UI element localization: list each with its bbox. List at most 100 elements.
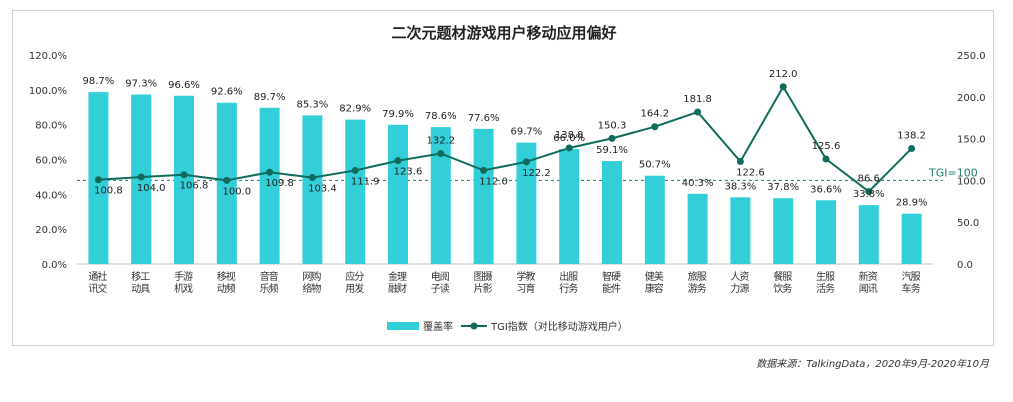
bar <box>602 161 622 264</box>
tgi-point <box>822 155 830 163</box>
bar-value-label: 77.6% <box>468 113 500 124</box>
tgi-value-label: 164.2 <box>640 109 669 120</box>
tgi-point <box>779 83 787 91</box>
y-left-tick-label: 120.0% <box>29 51 67 62</box>
x-tick-label: 健康美容 <box>645 270 664 295</box>
x-tick-label-text: 人力资源 <box>730 271 749 295</box>
bar <box>858 205 879 264</box>
tgi-point <box>351 166 359 174</box>
x-tick-label-text: 手机游戏 <box>174 270 193 295</box>
line-series <box>94 83 916 196</box>
bar <box>644 175 665 264</box>
x-tick-label: 人力资源 <box>730 271 749 295</box>
tgi-value-label: 111.9 <box>351 176 380 187</box>
tgi-point <box>565 144 573 152</box>
x-tick-label-text: 音乐音频 <box>260 270 279 295</box>
y-right-tick-label: 250.0 <box>957 51 986 62</box>
tgi-point <box>865 188 873 196</box>
bar <box>388 124 408 264</box>
tgi-point <box>522 158 530 166</box>
x-tick-label-text: 生活服务 <box>816 270 835 295</box>
tgi-value-label: 122.2 <box>522 168 551 179</box>
bar-value-label: 98.7% <box>83 76 115 87</box>
chart-title: 二次元题材游戏用户移动应用偏好 <box>391 24 616 42</box>
tgi-value-label: 125.6 <box>812 141 841 152</box>
y-left-tick-label: 60.0% <box>35 156 67 167</box>
x-tick-label: 学习教育 <box>516 270 535 295</box>
x-tick-label: 移动工具 <box>131 270 150 295</box>
x-tick-label: 网络购物 <box>302 270 321 295</box>
legend-line-label: TGI指数（对比移动游戏用户） <box>490 320 628 333</box>
bar <box>559 149 580 264</box>
x-tick-label: 手机游戏 <box>174 270 193 295</box>
x-tick-label: 生活服务 <box>816 270 835 295</box>
tgi-value-label: 106.8 <box>180 181 209 192</box>
x-tick-label: 图片摄影 <box>474 270 493 295</box>
bar <box>259 107 280 265</box>
y-left-tick-label: 100.0% <box>29 86 67 97</box>
x-tick-label-text: 移动视频 <box>217 270 236 295</box>
x-tick-label-text: 健康美容 <box>645 270 664 295</box>
x-tick-label: 餐饮服务 <box>773 270 792 295</box>
bar <box>730 197 751 264</box>
x-tick-label: 智能硬件 <box>602 270 621 295</box>
x-tick-label-text: 网络购物 <box>302 270 321 295</box>
y-right-tick-label: 150.0 <box>957 135 986 146</box>
x-tick-label-text: 学习教育 <box>516 270 535 295</box>
x-tick-label: 旅游服务 <box>688 270 707 295</box>
legend-bar-label: 覆盖率 <box>423 320 453 333</box>
bar <box>516 142 537 264</box>
data-labels: 98.7% 97.3% 96.6% 92.6% 89.7% 85.3% 82.9% 79.9%… <box>83 69 928 209</box>
bar-value-label: 33.8% <box>853 189 885 200</box>
x-tick-label-text: 金融理财 <box>388 270 407 295</box>
tgi-value-label: 122.6 <box>736 168 765 179</box>
x-tick-label-text: 通讯社交 <box>88 270 107 295</box>
tgi-point <box>694 108 702 116</box>
x-tick-label: 音乐音频 <box>260 270 279 295</box>
tgi-point <box>308 174 316 182</box>
tgi-point <box>437 149 445 157</box>
bar-value-label: 92.6% <box>211 87 243 98</box>
tgi-point <box>908 144 916 152</box>
y-right-tick-label: 100.0 <box>957 176 986 187</box>
bar <box>687 193 708 264</box>
bar-value-label: 96.6% <box>168 80 200 91</box>
tgi-value-label: 112.0 <box>479 176 508 187</box>
tgi-value-label: 100.8 <box>94 186 123 197</box>
chart-frame: 二次元题材游戏用户移动应用偏好 0.0% 20.0% 40.0% 60.0% 80.0%… <box>12 10 994 346</box>
bar <box>430 127 451 264</box>
y-left-tick-label: 40.0% <box>35 190 67 201</box>
x-tick-label: 应用分发 <box>345 270 364 295</box>
tgi-value-label: 138.8 <box>555 130 584 141</box>
tgi-point <box>223 176 231 184</box>
x-tick-label: 移动视频 <box>217 270 236 295</box>
tgi-value-label: 138.2 <box>897 130 926 141</box>
tgi-point <box>394 157 402 165</box>
bar-value-label: 78.6% <box>425 111 457 122</box>
bar-value-label: 79.9% <box>382 109 414 120</box>
y-left-tick-label: 0.0% <box>42 260 67 271</box>
bar-value-label: 69.7% <box>511 127 543 138</box>
bar-value-label: 97.3% <box>125 79 157 90</box>
tgi-point <box>137 173 145 181</box>
bar <box>302 115 323 264</box>
tgi-point <box>736 158 744 166</box>
combo-chart: 二次元题材游戏用户移动应用偏好 0.0% 20.0% 40.0% 60.0% 80.0%… <box>29 24 986 333</box>
x-tick-label-text: 电子阅读 <box>431 270 450 295</box>
reference-line-label: TGI=100 <box>928 166 978 179</box>
bar <box>901 213 922 264</box>
tgi-point <box>94 176 102 184</box>
bar <box>473 128 494 264</box>
y-right-tick-label: 0.0 <box>957 260 973 271</box>
x-tick-label-text: 出行服务 <box>559 270 578 295</box>
bar-value-label: 66.0% <box>553 133 585 144</box>
x-tick-label: 通讯社交 <box>88 270 107 295</box>
y-right-tick-label: 200.0 <box>957 93 986 104</box>
bar-value-label: 59.1% <box>596 145 628 156</box>
y-left-tick-label: 80.0% <box>35 121 67 132</box>
bar-value-label: 28.9% <box>896 198 928 209</box>
x-tick-label-text: 汽车服务 <box>902 270 921 295</box>
bar-value-label: 50.7% <box>639 160 671 171</box>
tgi-value-label: 150.3 <box>598 120 627 131</box>
x-tick-label: 汽车服务 <box>902 270 921 295</box>
